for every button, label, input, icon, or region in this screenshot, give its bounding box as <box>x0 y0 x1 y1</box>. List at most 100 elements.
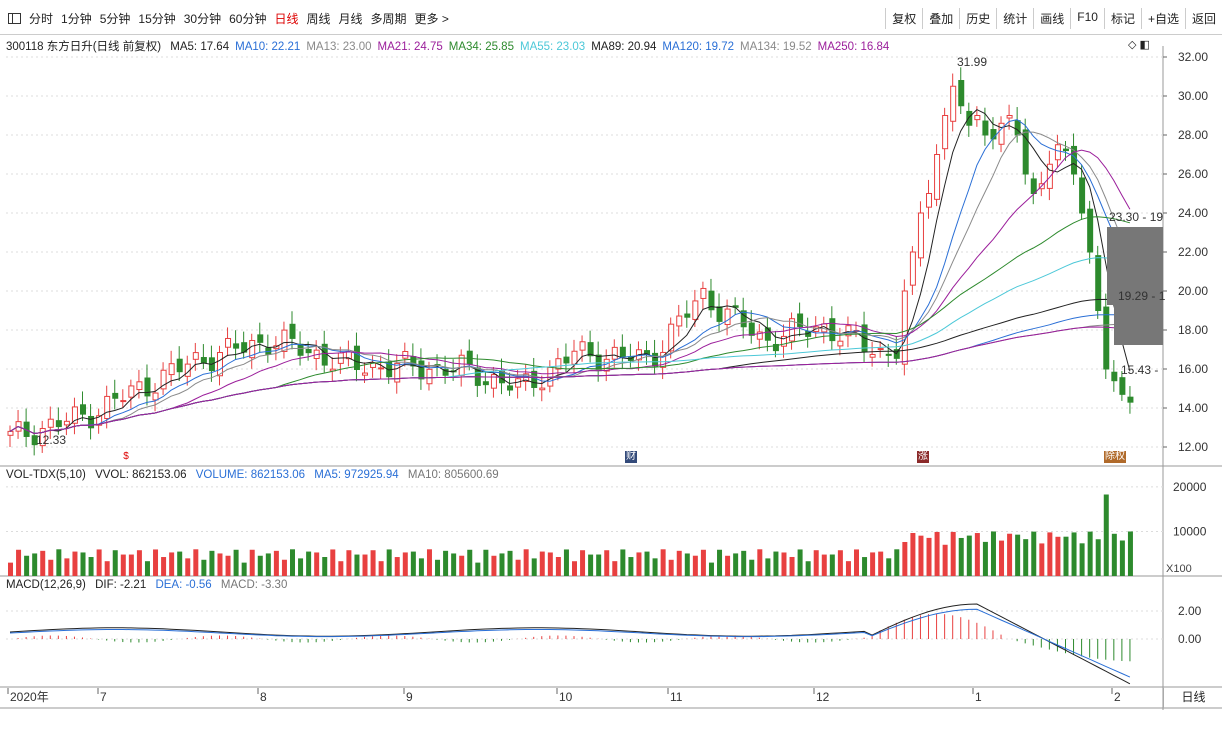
period-tab-9[interactable]: 多周期 <box>370 12 407 26</box>
volume-bar <box>676 550 682 576</box>
ma-line-3 <box>9 149 1131 435</box>
candle <box>120 400 127 403</box>
period-tab-0[interactable]: 分时 <box>29 12 54 26</box>
candle <box>160 369 167 390</box>
volume-bar <box>459 555 465 576</box>
toolbar-button-5[interactable]: F10 <box>1070 8 1104 29</box>
volume-bar <box>1079 543 1085 576</box>
period-tab-8[interactable]: 月线 <box>338 12 363 26</box>
period-tab-5[interactable]: 60分钟 <box>229 12 267 26</box>
candle <box>63 420 70 426</box>
volume-bar <box>233 549 239 576</box>
candle <box>466 350 473 365</box>
price-tick-label: 30.00 <box>1178 89 1208 103</box>
toolbar-button-3[interactable]: 统计 <box>996 8 1033 29</box>
panel-icons[interactable]: ◇ ◧ <box>1128 39 1150 51</box>
volume-bar <box>620 549 626 576</box>
candle <box>700 287 707 299</box>
candle <box>974 115 981 121</box>
candle <box>845 325 852 337</box>
volume-bar <box>1031 531 1037 576</box>
ma-line-0 <box>9 108 1131 435</box>
volume-bar <box>1127 531 1133 576</box>
volume-bar <box>660 549 666 576</box>
ma-value-2: MA13: 23.00 <box>306 41 372 53</box>
volume-bar <box>209 550 215 576</box>
toolbar-button-2[interactable]: 历史 <box>959 8 996 29</box>
toolbar-button-0[interactable]: 复权 <box>885 8 922 29</box>
toolbar-button-6[interactable]: 标记 <box>1103 8 1141 29</box>
macd-tick-label: 0.00 <box>1178 632 1202 646</box>
candle <box>998 122 1005 145</box>
candle <box>837 340 844 347</box>
toolbar-button-4[interactable]: 画线 <box>1033 8 1070 29</box>
period-tab-1[interactable]: 1分钟 <box>61 12 92 26</box>
volume-bar <box>249 549 255 576</box>
time-label: 12 <box>816 690 830 704</box>
candle <box>780 335 787 347</box>
candle <box>724 308 731 326</box>
ma-value-1: MA10: 22.21 <box>235 41 301 53</box>
candle <box>877 348 884 351</box>
volume-bar <box>612 561 618 576</box>
volume-bar <box>878 551 884 576</box>
volume-bar <box>40 550 46 576</box>
volume-bar <box>257 555 263 576</box>
volume-bar <box>749 559 755 576</box>
volume-bar <box>918 535 924 576</box>
volume-bar <box>370 550 376 576</box>
period-tab-6[interactable]: 日线 <box>274 12 299 26</box>
toolbar-button-1[interactable]: 叠加 <box>922 8 959 29</box>
period-tab-2[interactable]: 5分钟 <box>99 12 131 26</box>
flag-ex-rights[interactable]: 除权 <box>1104 451 1126 463</box>
toolbar-button-7[interactable]: +自选 <box>1140 8 1185 29</box>
period-tab-3[interactable]: 15分钟 <box>138 12 176 26</box>
volume-bar <box>797 549 803 576</box>
candle <box>426 368 433 385</box>
candle <box>764 327 771 341</box>
volume-bar <box>161 557 167 576</box>
range-box <box>1114 305 1163 345</box>
period-tab-10[interactable]: 更多 > <box>414 12 449 26</box>
time-label: 10 <box>559 690 573 704</box>
ma-line-9 <box>9 326 1130 435</box>
macd-info-line: MACD(12,26,9) DIF: -2.21 DEA: -0.56 MACD… <box>6 579 293 591</box>
volume-bar <box>982 541 988 576</box>
candle <box>402 351 409 359</box>
volume-bar <box>652 558 658 576</box>
volume-bar <box>475 562 481 576</box>
price-tick-label: 26.00 <box>1178 167 1208 181</box>
volume-bar <box>563 549 569 576</box>
volume-tick-label: 20000 <box>1173 480 1207 494</box>
volume-bar <box>153 549 159 576</box>
volume-bar <box>531 558 537 576</box>
layout-icon[interactable] <box>8 13 21 24</box>
flag-dividend[interactable]: $ <box>120 451 132 463</box>
volume-bar <box>426 549 432 576</box>
toolbar-button-8[interactable]: 返回 <box>1184 8 1222 29</box>
period-tabs: 分时 1分钟 5分钟 15分钟 30分钟 60分钟 日线 周线 月线 多周期 更多 > <box>8 10 457 27</box>
candle <box>289 323 296 339</box>
volume-title: VOL-TDX(5,10) <box>6 469 86 481</box>
candle <box>1071 145 1078 175</box>
candle <box>748 322 755 336</box>
volume-bar <box>330 549 336 576</box>
time-label: 2 <box>1114 690 1121 704</box>
volume-unit: X100 <box>1166 563 1192 575</box>
range-label-1: 23.30 - 19 <box>1109 210 1163 224</box>
volume-bar <box>410 551 416 576</box>
candle <box>1022 129 1029 175</box>
dif-value: DIF: -2.21 <box>95 579 147 591</box>
volume-bar <box>604 550 610 576</box>
period-tab-4[interactable]: 30分钟 <box>183 12 222 26</box>
volume-bar <box>80 552 86 576</box>
flag-finance[interactable]: 财 <box>625 451 637 463</box>
period-tab-7[interactable]: 周线 <box>306 12 331 26</box>
volume-bar <box>684 553 690 576</box>
flag-limit-up[interactable]: 涨 <box>917 451 929 463</box>
volume-bar <box>910 532 916 576</box>
volume-bar <box>523 549 529 576</box>
volume-bar <box>805 561 811 576</box>
period-label[interactable]: 日线 <box>1163 688 1222 708</box>
